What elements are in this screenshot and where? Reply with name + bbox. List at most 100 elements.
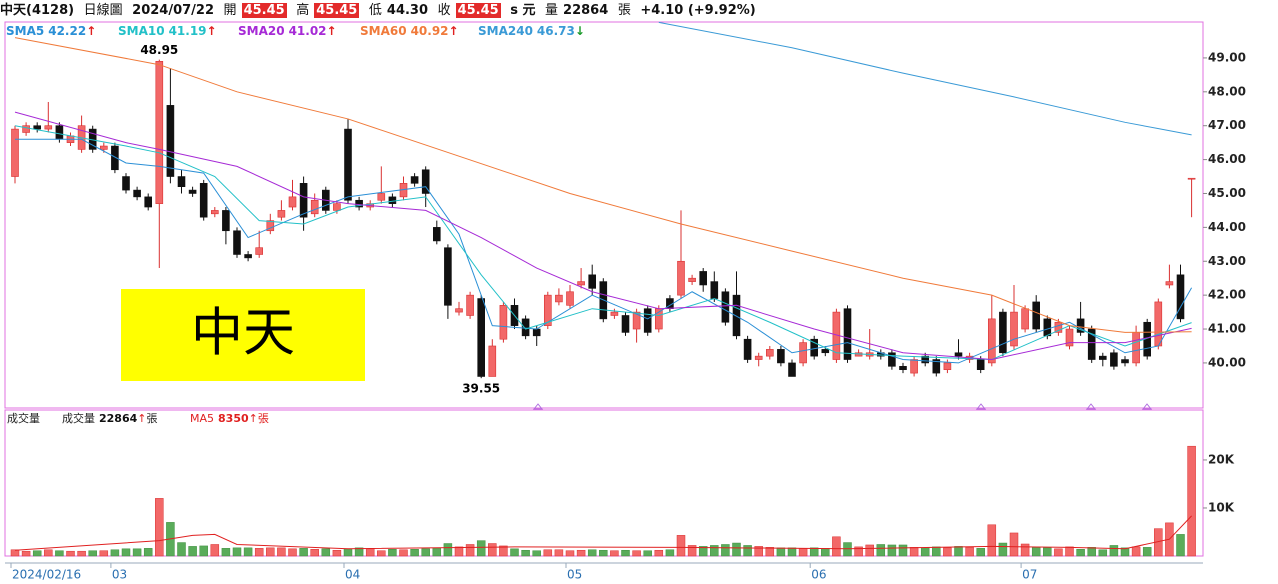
- candle-body: [1099, 355, 1107, 360]
- volume-bar: [865, 544, 874, 557]
- label: 開: [223, 3, 237, 18]
- y-tick-label: 43.00: [1208, 254, 1246, 268]
- legend-entry: SMA60 40.92↑: [360, 24, 459, 38]
- legend-legend_value: 41.19: [169, 24, 207, 38]
- candle-body: [177, 176, 186, 188]
- volume-bar: [421, 548, 430, 557]
- volume-bar: [488, 543, 497, 557]
- candle-body: [821, 349, 830, 354]
- sma-line: [14, 125, 1192, 361]
- volume-bar: [321, 548, 331, 557]
- candle-body: [976, 359, 985, 371]
- x-tick-label: 05: [567, 568, 582, 582]
- candle-body: [244, 254, 252, 259]
- legend-trend: ↑: [249, 412, 258, 425]
- volume-bar: [976, 548, 985, 557]
- volume-bar: [776, 547, 786, 557]
- volume-bar: [887, 544, 897, 557]
- volume-bar: [143, 548, 153, 557]
- x-tick-label: 03: [112, 568, 127, 582]
- volume-bar: [1065, 546, 1074, 557]
- volume-bar: [1131, 546, 1141, 557]
- volume-bar: [787, 547, 797, 557]
- volume-bar: [377, 550, 386, 557]
- candle-body: [1010, 311, 1018, 347]
- legend-entry: SMA240 46.73↓: [478, 24, 585, 38]
- volume-bar: [743, 545, 752, 557]
- candle-body: [632, 311, 641, 330]
- high-label: 48.95: [140, 43, 178, 57]
- candle-body: [610, 311, 619, 316]
- volume-bar: [343, 548, 353, 557]
- volume-bar: [454, 546, 464, 557]
- candle-body: [910, 359, 918, 374]
- candle-body: [155, 61, 164, 204]
- candle-body: [577, 281, 585, 286]
- volume-bar: [44, 549, 53, 557]
- legend-legend_value: 40.92: [411, 24, 449, 38]
- value: 22864: [563, 3, 609, 18]
- volume-bar: [132, 548, 142, 557]
- legend-legend_value: 42.22: [48, 24, 86, 38]
- volume-bar: [277, 547, 286, 557]
- candle-body: [1154, 301, 1163, 347]
- candle-body: [100, 145, 108, 150]
- candle-body: [954, 352, 963, 357]
- x-tick-label: 04: [345, 568, 360, 582]
- candle-body: [699, 271, 708, 286]
- legend-value: 8350: [218, 412, 249, 425]
- volume-bar: [476, 540, 486, 557]
- candle-body: [543, 294, 552, 326]
- volume-bar: [177, 542, 186, 557]
- legend-name: SMA10: [118, 24, 165, 38]
- legend-entry: SMA20 41.02↑: [238, 24, 337, 38]
- legend-value: 22864: [99, 412, 138, 425]
- volume-bar: [854, 546, 863, 557]
- volume-bar: [954, 546, 963, 557]
- candle-body: [444, 247, 452, 306]
- candle-body: [344, 128, 352, 201]
- candle-body: [1032, 301, 1040, 330]
- legend-trend: ↑: [137, 412, 146, 425]
- y-tick-label: 49.00: [1208, 50, 1246, 64]
- volume-bar: [532, 550, 541, 557]
- candle-body: [499, 305, 508, 340]
- volume-bar: [876, 544, 886, 557]
- volume-bar: [920, 547, 930, 557]
- candle-body: [477, 298, 486, 377]
- volume-bar: [676, 535, 686, 557]
- candle-body: [1076, 318, 1085, 333]
- volume-bar: [288, 548, 297, 557]
- candle-body: [233, 230, 241, 255]
- candle-body: [44, 125, 53, 130]
- change: +4.10 (+9.92%): [640, 3, 756, 18]
- volume-bar: [365, 548, 375, 557]
- candle-body: [188, 189, 197, 194]
- volume-bar: [599, 549, 608, 557]
- volume-bar: [465, 544, 475, 557]
- volume-bar: [1031, 547, 1041, 557]
- candle-body: [455, 308, 463, 313]
- legend-name: SMA240: [478, 24, 533, 38]
- candle-body: [166, 105, 175, 177]
- candle-body: [421, 169, 430, 194]
- volume-bar: [1020, 543, 1030, 557]
- candle-body: [888, 352, 896, 367]
- candle-body: [643, 308, 652, 333]
- candle-body: [388, 196, 397, 204]
- annotation: 中天: [191, 304, 295, 364]
- candle-body: [677, 260, 685, 296]
- legend-name: 成交量: [62, 411, 95, 425]
- volume-bar: [232, 547, 242, 557]
- volume-bar: [1054, 548, 1063, 557]
- candle-body: [688, 277, 696, 282]
- legend-entry: SMA5 42.22↑: [6, 24, 96, 38]
- volume-bar: [88, 550, 97, 557]
- price-frame: [4, 21, 1204, 409]
- y-tick-label: 45.00: [1208, 186, 1246, 200]
- volume-bar: [266, 547, 275, 557]
- low-label: 39.55: [462, 382, 500, 396]
- y-tick-label: 20K: [1208, 452, 1235, 466]
- candle-body: [777, 349, 785, 364]
- volume-bar: [698, 546, 708, 557]
